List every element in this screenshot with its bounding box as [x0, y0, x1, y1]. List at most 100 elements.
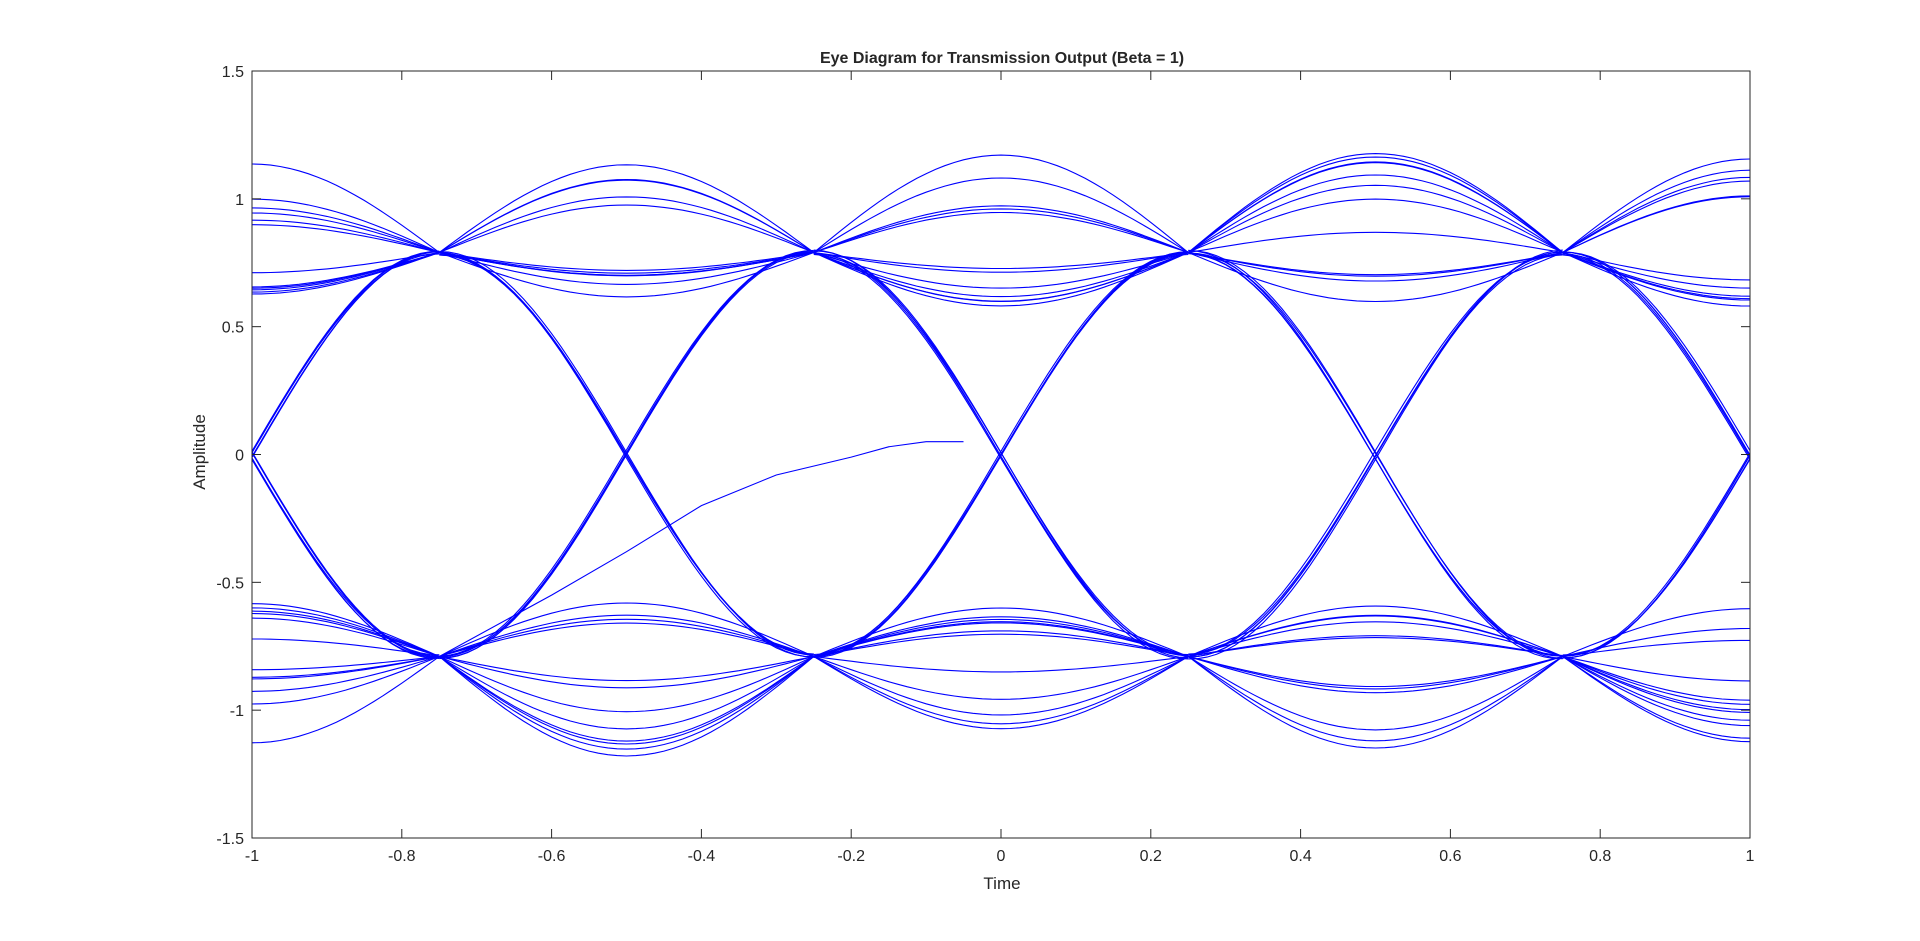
eye-trace-97: [813, 621, 1189, 658]
eye-trace-128: [1188, 655, 1563, 688]
eye-trace-84: [813, 251, 1189, 289]
eye-trace-74: [813, 251, 1189, 658]
eye-trace-50: [439, 178, 815, 253]
x-tick-label: 0: [997, 848, 1006, 865]
eye-trace-127: [1188, 656, 1564, 731]
eye-trace-19: [251, 219, 440, 254]
x-tick-label: 0.6: [1439, 848, 1461, 865]
eye-trace-164: [1562, 655, 1751, 701]
eye-trace-167: [1562, 627, 1751, 658]
eye-trace-60: [438, 656, 815, 745]
y-tick-label: -1: [230, 703, 244, 720]
eye-trace-29: [251, 603, 440, 658]
eye-trace-6: [251, 250, 440, 458]
eye-trace-118: [1187, 174, 1564, 253]
eye-trace-163: [1562, 655, 1751, 682]
eye-trace-148: [1562, 158, 1751, 253]
eye-trace-18: [251, 198, 440, 254]
eye-trace-158: [1562, 639, 1750, 658]
eye-trace-20: [252, 251, 440, 274]
chart-title: Eye Diagram for Transmission Output (Bet…: [820, 50, 1184, 67]
eye-trace-17: [251, 251, 440, 288]
eye-trace-101: [813, 618, 1189, 658]
eye-trace-56: [439, 618, 814, 658]
eye-trace-129: [1187, 656, 1564, 742]
eye-trace-100: [813, 655, 1189, 700]
eye-trace-144: [1562, 455, 1751, 659]
eye-trace-124: [1188, 637, 1563, 658]
eye-trace-51: [439, 251, 814, 271]
eye-trace-93: [813, 656, 1189, 716]
y-tick-label: 0: [235, 448, 244, 465]
eye-trace-155: [1562, 251, 1751, 301]
eye-trace-43: [439, 254, 814, 655]
x-tick-label: 0.4: [1289, 848, 1311, 865]
eye-trace-106: [1188, 254, 1563, 655]
eye-trace-55: [439, 251, 814, 276]
x-tick-label: -0.6: [538, 848, 566, 865]
eye-trace-82: [813, 177, 1189, 253]
eye-trace-86: [813, 251, 1189, 273]
eye-trace-83: [813, 208, 1189, 254]
eye-trace-133: [1188, 621, 1563, 658]
eye-trace-15: [251, 224, 440, 254]
eye-trace-160: [1562, 656, 1751, 739]
eye-trace-24: [251, 655, 440, 678]
eye-trace-169: [1562, 655, 1751, 705]
eye-trace-159: [1562, 656, 1751, 721]
y-axis-label: Amplitude: [190, 414, 209, 490]
y-tick-label: 0.5: [222, 320, 244, 337]
eye-trace-63: [439, 656, 815, 730]
axes: -1 -0.8 -0.6 -0.4 -0.2 0 0.2 0.4 0.6 0.8 1-1.5-1-0…: [216, 64, 1754, 865]
eye-trace-30: [251, 607, 440, 658]
eye-trace-110: [1188, 253, 1563, 656]
eye-trace-54: [439, 251, 814, 274]
eye-trace-135: [1187, 656, 1564, 749]
eye-trace-58: [438, 656, 815, 742]
eye-trace-48: [439, 251, 814, 285]
x-tick-label: 0.2: [1140, 848, 1162, 865]
eye-trace-126: [1188, 635, 1563, 658]
eye-trace-25: [251, 655, 440, 705]
eye-trace-166: [1562, 655, 1751, 711]
eye-trace-151: [1562, 251, 1751, 281]
eye-trace-95: [813, 607, 1189, 658]
eye-trace-66: [439, 655, 814, 682]
eye-trace-47: [439, 196, 815, 254]
eye-trace-85: [813, 211, 1189, 254]
eye-trace-111: [1188, 253, 1563, 656]
eye-trace-125: [1188, 655, 1563, 694]
eye-trace-115: [1188, 251, 1563, 277]
eye-trace-96: [813, 655, 1189, 673]
eye-trace-87: [813, 251, 1189, 270]
eye-trace-117: [1188, 231, 1563, 254]
eye-trace-116: [1188, 184, 1564, 253]
x-tick-label: -0.8: [388, 848, 416, 865]
eye-trace-162: [1562, 656, 1751, 727]
eye-trace-157: [1562, 251, 1751, 307]
x-tick-label: -1: [245, 848, 259, 865]
x-tick-label: 1: [1746, 848, 1755, 865]
y-tick-label: 1.5: [222, 64, 244, 81]
eye-trace-156: [1562, 196, 1751, 253]
extra-trace: [439, 441, 964, 657]
eye-trace-165: [1562, 656, 1751, 713]
eye-trace-130: [1188, 655, 1563, 690]
eye-trace-131: [1188, 605, 1564, 658]
eye-trace-13: [251, 163, 440, 253]
eye-trace-109: [1188, 252, 1563, 657]
eye-trace-121: [1187, 156, 1564, 253]
eye-trace-81: [813, 251, 1189, 303]
eye-trace-64: [439, 655, 815, 713]
eye-trace-44: [439, 204, 815, 254]
eye-trace-7: [251, 451, 440, 658]
eye-trace-16: [251, 251, 440, 295]
eye-trace-154: [1562, 251, 1751, 297]
eye-trace-65: [438, 656, 815, 750]
eye-trace-5: [251, 452, 440, 659]
y-tick-label: -1.5: [216, 831, 244, 848]
eye-trace-77: [813, 253, 1189, 656]
